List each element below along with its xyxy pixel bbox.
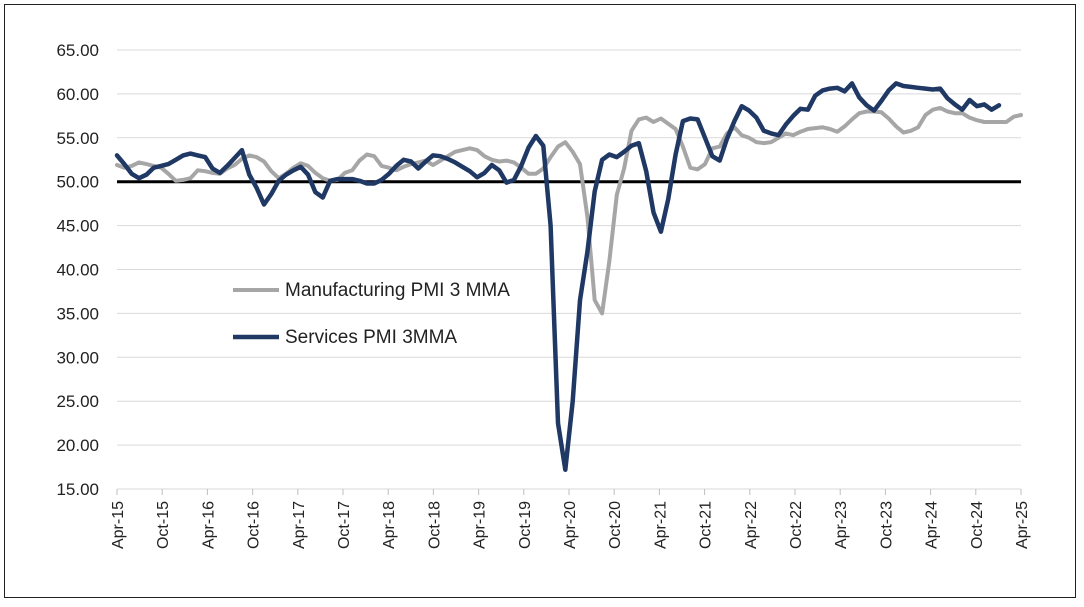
x-tick-label: Apr-19 [472, 501, 489, 549]
x-tick-label: Oct-24 [969, 501, 986, 549]
y-tick-label: 50.00 [56, 173, 99, 192]
y-tick-label: 45.00 [56, 217, 99, 236]
x-tick-label: Apr-21 [652, 501, 669, 549]
x-tick-label: Oct-17 [336, 501, 353, 549]
x-tick-label: Oct-18 [426, 501, 443, 549]
x-tick-label: Oct-21 [698, 501, 715, 549]
series-line-manufacturing [115, 105, 1023, 316]
series-line-services [114, 81, 1002, 472]
y-tick-label: 55.00 [56, 129, 99, 148]
y-tick-label: 60.00 [56, 85, 99, 104]
x-tick-label: Apr-24 [924, 501, 941, 549]
chart-svg: 15.00 20.00 25.00 30.00 35.00 40.00 45.00 50.00… [56, 41, 1031, 549]
x-tick-label: Apr-17 [291, 501, 308, 549]
x-tick-label: Oct-23 [878, 501, 895, 549]
x-tick-label: Oct-16 [246, 501, 263, 549]
x-tick-label: Apr-15 [110, 501, 127, 549]
x-tick-label: Apr-22 [743, 501, 760, 549]
x-tick-label: Oct-19 [517, 501, 534, 549]
x-tick-label: Oct-20 [607, 501, 624, 549]
x-tick-label: Apr-16 [200, 501, 217, 549]
y-axis: 15.00 20.00 25.00 30.00 35.00 40.00 45.00 50.00… [56, 41, 99, 499]
y-tick-label: 30.00 [56, 348, 99, 367]
legend-label: Services PMI 3MMA [285, 327, 457, 348]
y-tick-label: 40.00 [56, 261, 99, 280]
x-tick-label: Apr-23 [833, 501, 850, 549]
chart-frame: 15.00 20.00 25.00 30.00 35.00 40.00 45.00 50.00… [4, 4, 1076, 598]
legend: Manufacturing PMI 3 MMA Services PMI 3MMA [233, 280, 510, 348]
series-group [114, 81, 1023, 472]
x-tick-label: Apr-20 [562, 501, 579, 549]
gridlines [117, 49, 1021, 490]
x-tick-label: Apr-18 [381, 501, 398, 549]
y-tick-label: 25.00 [56, 392, 99, 411]
y-tick-label: 20.00 [56, 436, 99, 455]
y-tick-label: 35.00 [56, 304, 99, 323]
y-tick-label: 65.00 [56, 41, 99, 60]
x-tick-label: Apr-25 [1014, 501, 1031, 549]
legend-label: Manufacturing PMI 3 MMA [285, 280, 510, 301]
x-tick-label: Oct-22 [788, 501, 805, 549]
x-tick-label: Oct-15 [155, 501, 172, 549]
y-tick-label: 15.00 [56, 480, 99, 499]
x-axis: Apr-15 Oct-15 Apr-16 Oct-16 Apr-17 Oct-17 Apr-… [110, 488, 1031, 549]
